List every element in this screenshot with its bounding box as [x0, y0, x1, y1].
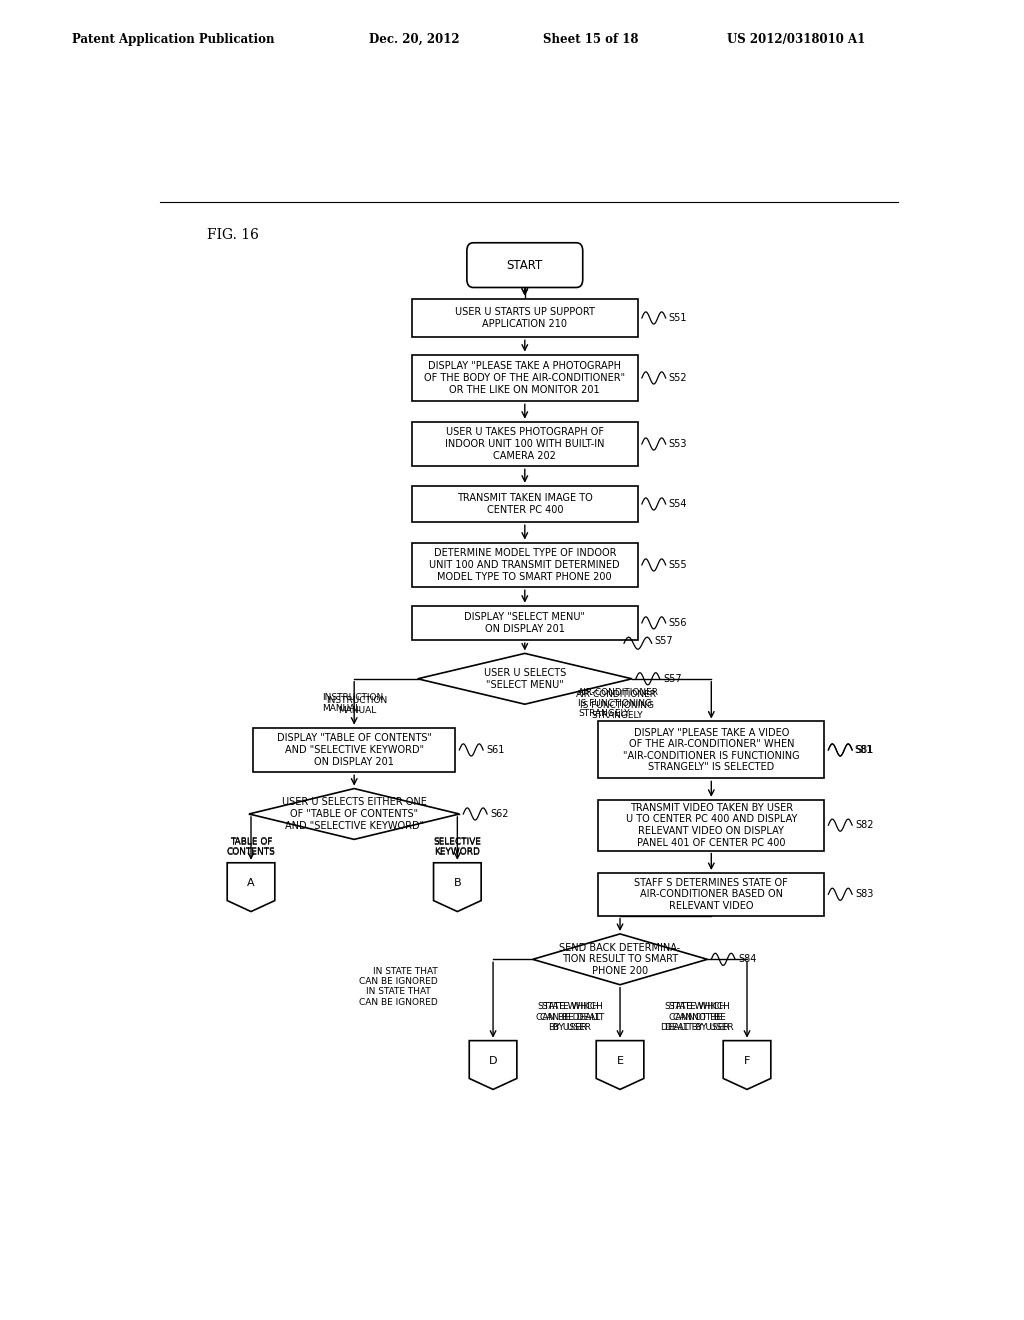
Text: S81: S81: [855, 744, 872, 755]
Text: D: D: [488, 1056, 498, 1067]
Text: S61: S61: [486, 744, 505, 755]
Bar: [253, 727, 456, 772]
Text: STATE WHICH
CANNOT BE
DEALT BY USER: STATE WHICH CANNOT BE DEALT BY USER: [665, 1002, 734, 1032]
Text: STATE WHICH
CAN BE DEALT
BY USER: STATE WHICH CAN BE DEALT BY USER: [541, 1002, 604, 1032]
Text: DISPLAY "PLEASE TAKE A PHOTOGRAPH
OF THE BODY OF THE AIR-CONDITIONER"
OR THE LIK: DISPLAY "PLEASE TAKE A PHOTOGRAPH OF THE…: [424, 362, 626, 395]
Polygon shape: [532, 935, 708, 985]
Text: S81: S81: [855, 744, 873, 755]
Polygon shape: [469, 1040, 517, 1089]
Text: TABLE OF
CONTENTS: TABLE OF CONTENTS: [226, 837, 275, 857]
Bar: [412, 606, 638, 640]
Bar: [412, 421, 638, 466]
Text: STATE WHICH
CANNOT BE
DEALT BY USER: STATE WHICH CANNOT BE DEALT BY USER: [662, 1002, 730, 1032]
Text: S57: S57: [654, 636, 673, 647]
Bar: [412, 298, 638, 338]
Text: SEND BACK DETERMINA-
TION RESULT TO SMART
PHONE 200: SEND BACK DETERMINA- TION RESULT TO SMAR…: [559, 942, 681, 975]
Text: B: B: [454, 879, 461, 888]
Text: TRANSMIT TAKEN IMAGE TO
CENTER PC 400: TRANSMIT TAKEN IMAGE TO CENTER PC 400: [457, 494, 593, 515]
Polygon shape: [227, 863, 274, 912]
Text: S53: S53: [669, 440, 687, 449]
Text: S55: S55: [669, 560, 687, 570]
Text: Patent Application Publication: Patent Application Publication: [72, 33, 274, 46]
Bar: [412, 486, 638, 523]
Text: S56: S56: [669, 618, 687, 628]
Text: IN STATE THAT
CAN BE IGNORED: IN STATE THAT CAN BE IGNORED: [358, 968, 437, 986]
Text: E: E: [616, 1056, 624, 1067]
Text: TRANSMIT VIDEO TAKEN BY USER
U TO CENTER PC 400 AND DISPLAY
RELEVANT VIDEO ON DI: TRANSMIT VIDEO TAKEN BY USER U TO CENTER…: [626, 803, 797, 847]
Bar: [598, 800, 824, 850]
Text: STATE WHICH
CAN BE DEALT
BY USER: STATE WHICH CAN BE DEALT BY USER: [537, 1002, 601, 1032]
Text: S51: S51: [669, 313, 687, 323]
Bar: [412, 355, 638, 401]
Bar: [598, 722, 824, 779]
Text: SELECTIVE
KEYWORD: SELECTIVE KEYWORD: [433, 838, 481, 857]
Text: F: F: [743, 1056, 751, 1067]
Text: USER U SELECTS EITHER ONE
OF "TABLE OF CONTENTS"
AND "SELECTIVE KEYWORD": USER U SELECTS EITHER ONE OF "TABLE OF C…: [282, 797, 427, 830]
Text: FIG. 16: FIG. 16: [207, 227, 259, 242]
Text: START: START: [507, 259, 543, 272]
Text: USER U SELECTS
"SELECT MENU": USER U SELECTS "SELECT MENU": [483, 668, 566, 689]
Text: S57: S57: [663, 673, 682, 684]
Text: AIR-CONDITIONER
IS FUNCTIONING
STRANGELY: AIR-CONDITIONER IS FUNCTIONING STRANGELY: [578, 688, 659, 718]
Text: IN STATE THAT
CAN BE IGNORED: IN STATE THAT CAN BE IGNORED: [358, 987, 437, 1007]
Bar: [598, 873, 824, 916]
Polygon shape: [723, 1040, 771, 1089]
Text: DISPLAY "PLEASE TAKE A VIDEO
OF THE AIR-CONDITIONER" WHEN
"AIR-CONDITIONER IS FU: DISPLAY "PLEASE TAKE A VIDEO OF THE AIR-…: [623, 727, 800, 772]
Polygon shape: [249, 788, 460, 840]
Text: S82: S82: [855, 820, 873, 830]
Text: INSTRUCTION
MANUAL: INSTRUCTION MANUAL: [327, 696, 388, 715]
FancyBboxPatch shape: [467, 243, 583, 288]
Text: A: A: [247, 879, 255, 888]
Text: S52: S52: [669, 374, 687, 383]
Text: S54: S54: [669, 499, 687, 510]
Text: DISPLAY "TABLE OF CONTENTS"
AND "SELECTIVE KEYWORD"
ON DISPLAY 201: DISPLAY "TABLE OF CONTENTS" AND "SELECTI…: [276, 734, 432, 767]
Text: STAFF S DETERMINES STATE OF
AIR-CONDITIONER BASED ON
RELEVANT VIDEO: STAFF S DETERMINES STATE OF AIR-CONDITIO…: [635, 878, 788, 911]
Text: S84: S84: [738, 954, 757, 965]
Polygon shape: [433, 863, 481, 912]
Polygon shape: [418, 653, 632, 704]
Text: DISPLAY "SELECT MENU"
ON DISPLAY 201: DISPLAY "SELECT MENU" ON DISPLAY 201: [464, 612, 586, 634]
Text: DETERMINE MODEL TYPE OF INDOOR
UNIT 100 AND TRANSMIT DETERMINED
MODEL TYPE TO SM: DETERMINE MODEL TYPE OF INDOOR UNIT 100 …: [429, 548, 621, 582]
Text: S62: S62: [490, 809, 509, 818]
Bar: [412, 543, 638, 587]
Text: INSTRUCTION
MANUAL: INSTRUCTION MANUAL: [323, 693, 384, 713]
Text: S83: S83: [855, 890, 873, 899]
Text: US 2012/0318010 A1: US 2012/0318010 A1: [727, 33, 865, 46]
Text: Sheet 15 of 18: Sheet 15 of 18: [543, 33, 638, 46]
Text: Dec. 20, 2012: Dec. 20, 2012: [369, 33, 460, 46]
Text: AIR-CONDITIONER
IS FUNCTIONING
STRANGELY: AIR-CONDITIONER IS FUNCTIONING STRANGELY: [577, 690, 657, 721]
Polygon shape: [596, 1040, 644, 1089]
Text: USER U TAKES PHOTOGRAPH OF
INDOOR UNIT 100 WITH BUILT-IN
CAMERA 202: USER U TAKES PHOTOGRAPH OF INDOOR UNIT 1…: [445, 428, 604, 461]
Text: USER U STARTS UP SUPPORT
APPLICATION 210: USER U STARTS UP SUPPORT APPLICATION 210: [455, 308, 595, 329]
Text: SELECTIVE
KEYWORD: SELECTIVE KEYWORD: [433, 837, 481, 857]
Text: TABLE OF
CONTENTS: TABLE OF CONTENTS: [226, 838, 275, 857]
